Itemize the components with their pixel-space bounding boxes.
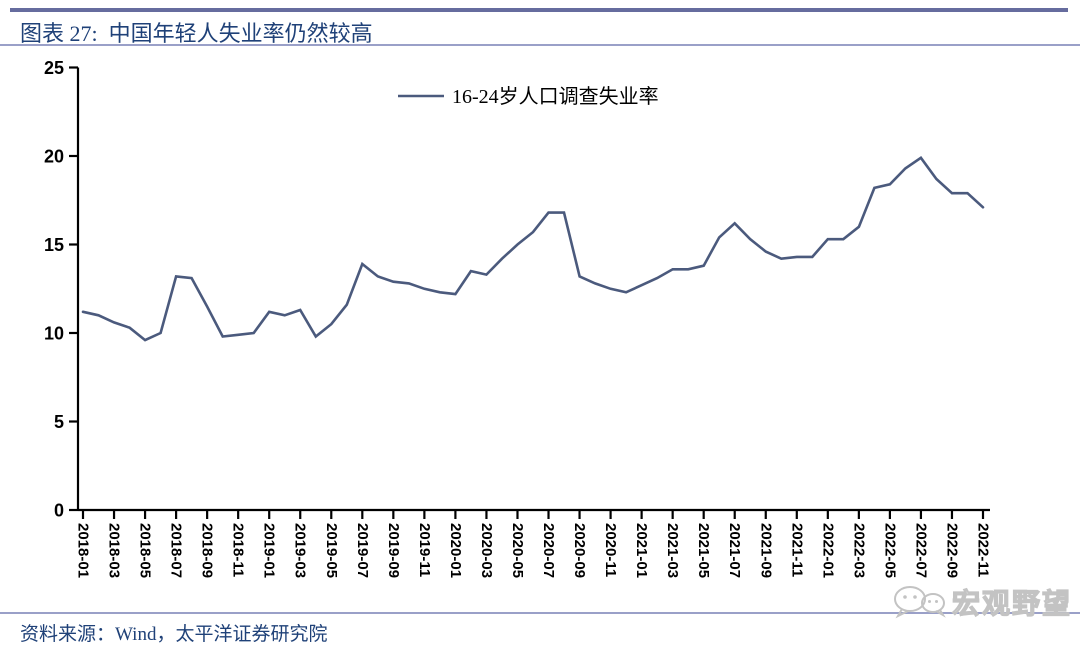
x-tick-label: 2021-01 [633, 523, 650, 578]
x-tick-label: 2019-11 [416, 523, 433, 577]
x-tick-label: 2018-01 [75, 523, 92, 578]
x-tick-label: 2020-01 [447, 523, 464, 578]
x-tick-label: 2020-07 [540, 523, 557, 578]
top-rule [10, 8, 1068, 12]
y-tick-label: 20 [44, 147, 64, 167]
x-tick-label: 2019-09 [385, 523, 402, 578]
x-tick-label: 2020-05 [509, 523, 526, 578]
x-tick-label: 2018-05 [137, 523, 154, 578]
x-tick-label: 2019-03 [292, 523, 309, 578]
legend-label: 16-24岁人口调查失业率 [452, 85, 659, 108]
x-tick-label: 2022-07 [912, 523, 929, 578]
x-tick-label: 2018-09 [199, 523, 216, 578]
x-tick-label: 2020-03 [478, 523, 495, 578]
y-tick-label: 0 [54, 501, 64, 521]
x-tick-label: 2019-07 [354, 523, 371, 578]
x-tick-label: 2021-03 [664, 523, 681, 578]
y-tick-label: 25 [44, 58, 64, 78]
chart-title: 图表 27: 中国年轻人失业率仍然较高 [20, 21, 373, 46]
x-tick-label: 2021-05 [695, 523, 712, 578]
wechat-icon [894, 586, 946, 619]
x-tick-label: 2018-03 [106, 523, 123, 578]
y-tick-label: 10 [44, 324, 64, 344]
x-tick-label: 2019-05 [323, 523, 340, 578]
y-tick-label: 5 [54, 412, 64, 432]
x-tick-label: 2021-09 [757, 523, 774, 578]
x-tick-label: 2020-11 [602, 523, 619, 577]
x-tick-label: 2022-05 [881, 523, 898, 578]
x-tick-label: 2022-09 [943, 523, 960, 578]
x-tick-label: 2019-01 [261, 523, 278, 578]
x-tick-label: 2018-07 [168, 523, 185, 578]
title-underline [0, 44, 1080, 46]
y-tick-label: 15 [44, 235, 64, 255]
watermark: 宏观野望 [890, 582, 1072, 622]
unemployment-rate-series [81, 156, 985, 342]
watermark-text: 宏观野望 [951, 587, 1073, 619]
x-tick-label: 2021-11 [788, 523, 805, 577]
x-tick-label: 2022-01 [819, 523, 836, 578]
x-tick-label: 2022-03 [850, 523, 867, 578]
x-tick-label: 2022-11 [975, 523, 992, 577]
footer-rule [0, 612, 1080, 614]
x-tick-label: 2018-11 [230, 523, 247, 577]
source-note: 资料来源：Wind，太平洋证券研究院 [20, 624, 328, 645]
x-tick-label: 2021-07 [726, 523, 743, 578]
x-tick-label: 2020-09 [571, 523, 588, 578]
